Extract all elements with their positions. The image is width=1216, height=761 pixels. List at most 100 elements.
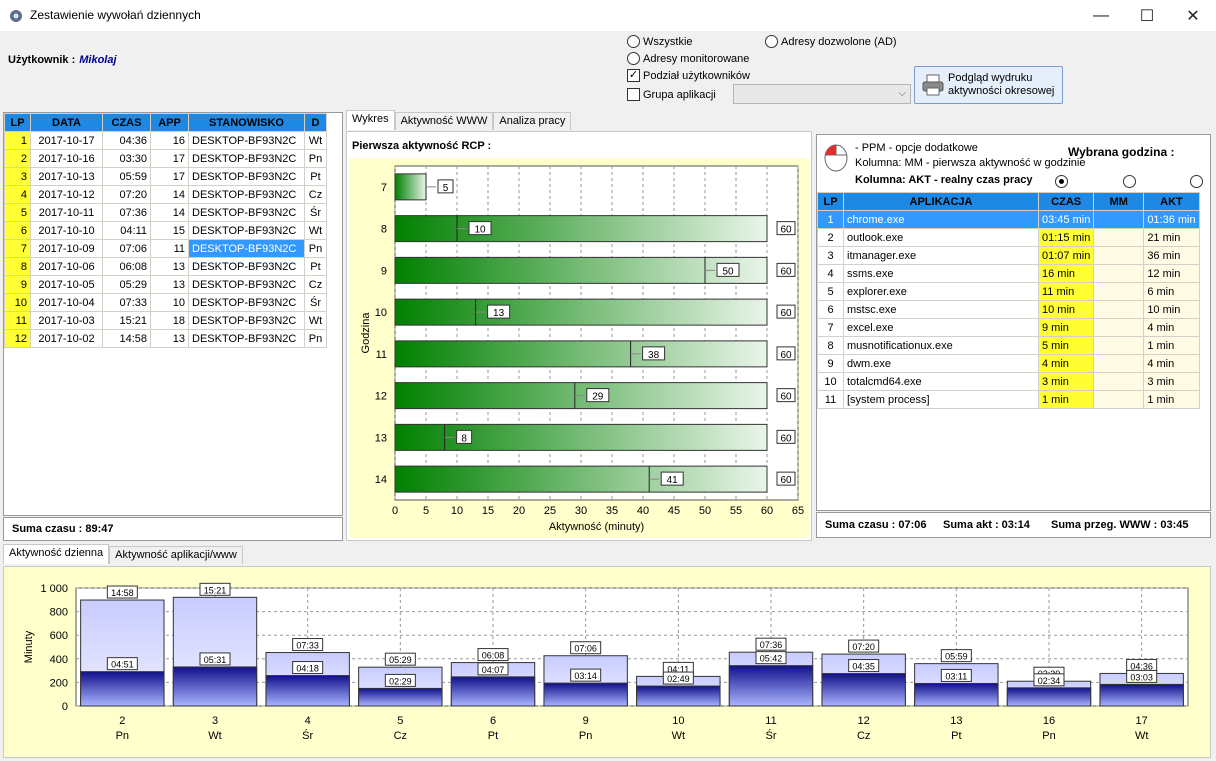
x-tick-label: 12: [858, 715, 870, 727]
table-row[interactable]: 6 2017-10-10 04:11 15 DESKTOP-BF93N2C Wt: [4, 221, 327, 240]
table-cell: 2017-10-04: [30, 293, 103, 312]
bar-active: [914, 682, 999, 707]
list-item[interactable]: 10 totalcmd64.exe 3 min 3 min: [817, 372, 1200, 391]
x-tick-label: 11: [765, 715, 776, 727]
radio-czas[interactable]: [1190, 175, 1204, 188]
list-item[interactable]: 11 [system process] 1 min 1 min: [817, 390, 1200, 409]
col-stanowisko[interactable]: STANOWISKO: [188, 113, 305, 132]
table-cell: [1093, 228, 1145, 247]
tab-wykres[interactable]: Wykres: [346, 110, 395, 130]
table-row[interactable]: 11 2017-10-03 15:21 18 DESKTOP-BF93N2C Wt: [4, 311, 327, 330]
radio-mm[interactable]: [1123, 175, 1137, 188]
data-label: 04:07: [482, 665, 505, 675]
table-row[interactable]: 8 2017-10-06 06:08 13 DESKTOP-BF93N2C Pt: [4, 257, 327, 276]
col-data[interactable]: DATA: [30, 113, 103, 132]
data-label-box: [468, 221, 492, 236]
radio-adresy-monitorowane[interactable]: Adresy monitorowane: [627, 52, 749, 65]
data-label: 10: [474, 225, 486, 236]
list-item[interactable]: 6 mstsc.exe 10 min 10 min: [817, 300, 1200, 319]
data-label: 38: [648, 350, 660, 361]
tab-aktywnosc-aplikacji[interactable]: Aktywność aplikacji/www: [109, 546, 243, 564]
table-cell: 1 min: [1143, 390, 1200, 409]
x-tick-label: 6: [490, 715, 496, 727]
table-row[interactable]: 7 2017-10-09 07:06 11 DESKTOP-BF93N2C Pn: [4, 239, 327, 258]
radio-akt-selected[interactable]: [1055, 175, 1068, 188]
table-row[interactable]: 12 2017-10-02 14:58 13 DESKTOP-BF93N2C Pn: [4, 329, 327, 348]
table-row[interactable]: 9 2017-10-05 05:29 13 DESKTOP-BF93N2C Cz: [4, 275, 327, 294]
list-item[interactable]: 5 explorer.exe 11 min 6 min: [817, 282, 1200, 301]
col-aplikacja[interactable]: APLIKACJA: [843, 192, 1039, 211]
table-cell: 6 min: [1143, 282, 1200, 301]
data-label-box: [199, 652, 231, 666]
radio-wszystkie[interactable]: Wszystkie: [627, 35, 693, 48]
checkbox-grupa[interactable]: Grupa aplikacji: [627, 88, 716, 101]
table-row[interactable]: 5 2017-10-11 07:36 14 DESKTOP-BF93N2C Śr: [4, 203, 327, 222]
y-tick-label: 11: [376, 349, 387, 361]
list-item[interactable]: 2 outlook.exe 01:15 min 21 min: [817, 228, 1200, 247]
checkbox-podzial-label: Podział użytkowników: [643, 69, 750, 82]
table-row[interactable]: 3 2017-10-13 05:59 17 DESKTOP-BF93N2C Pt: [4, 167, 327, 186]
maximize-button[interactable]: ☐: [1139, 7, 1155, 25]
table-cell: 1: [4, 131, 31, 150]
checkbox-icon[interactable]: [627, 88, 640, 101]
x-day-label: Pn: [116, 730, 129, 742]
tab-aktywnosc-dzienna[interactable]: Aktywność dzienna: [3, 544, 110, 564]
checkbox-checked-icon[interactable]: ✓: [627, 69, 640, 82]
col-d[interactable]: D: [304, 113, 327, 132]
table-cell: Wt: [304, 311, 327, 330]
table-cell: 8: [817, 336, 844, 355]
x-tick-label: 25: [544, 505, 556, 517]
sum-czasu-left-text: Suma czasu : 89:47: [12, 523, 114, 535]
x-day-label: Pn: [579, 730, 592, 742]
col-czas[interactable]: CZAS: [1037, 192, 1095, 211]
radio-adresy-dozwolone[interactable]: Adresy dozwolone (AD): [765, 35, 897, 48]
list-item[interactable]: 1 chrome.exe 03:45 min 01:36 min: [817, 210, 1200, 229]
table-cell: 04:11: [102, 221, 151, 240]
table-cell: 10: [817, 372, 844, 391]
list-item[interactable]: 8 musnotificationux.exe 5 min 1 min: [817, 336, 1200, 355]
table-cell: DESKTOP-BF93N2C: [188, 131, 305, 150]
print-preview-button[interactable]: Podgląd wydruku aktywności okresowej: [914, 66, 1063, 104]
table-cell: Wt: [304, 221, 327, 240]
table-row[interactable]: 4 2017-10-12 07:20 14 DESKTOP-BF93N2C Cz: [4, 185, 327, 204]
grupa-select[interactable]: ⌵: [733, 84, 911, 104]
list-item[interactable]: 7 excel.exe 9 min 4 min: [817, 318, 1200, 337]
radio-icon[interactable]: [627, 52, 640, 65]
bar-active: [450, 676, 536, 707]
col-app[interactable]: APP: [150, 113, 189, 132]
close-button[interactable]: ✕: [1186, 7, 1200, 25]
table-row[interactable]: 1 2017-10-17 04:36 16 DESKTOP-BF93N2C Wt: [4, 131, 327, 150]
table-cell: 18: [150, 311, 189, 330]
tab-analiza-pracy[interactable]: Analiza pracy: [493, 112, 572, 130]
col-lp[interactable]: LP: [817, 192, 844, 211]
list-item[interactable]: 3 itmanager.exe 01:07 min 36 min: [817, 246, 1200, 265]
days-table: LP DATA CZAS APP STANOWISKO D 1 2017-10-1…: [4, 113, 327, 348]
table-cell: 01:15 min: [1037, 228, 1095, 247]
y-tick-label: 800: [50, 607, 68, 619]
col-lp[interactable]: LP: [4, 113, 31, 132]
tab-aktywnosc-www[interactable]: Aktywność WWW: [394, 112, 494, 130]
table-row[interactable]: 10 2017-10-04 07:33 10 DESKTOP-BF93N2C Śr: [4, 293, 327, 312]
table-cell: Śr: [304, 203, 327, 222]
radio-icon[interactable]: [627, 35, 640, 48]
data-label-box: [848, 639, 880, 653]
minimize-button[interactable]: —: [1093, 6, 1109, 24]
list-item[interactable]: 4 ssms.exe 16 min 12 min: [817, 264, 1200, 283]
data-label-box: [586, 388, 610, 403]
checkbox-podzial[interactable]: ✓ Podział użytkowników: [627, 69, 750, 82]
data-label-box: [940, 668, 972, 682]
radio-icon[interactable]: [765, 35, 778, 48]
x-tick-label: 20: [513, 505, 525, 517]
table-cell: Śr: [304, 293, 327, 312]
bar-total: [394, 465, 768, 493]
table-cell: DESKTOP-BF93N2C: [188, 275, 305, 294]
table-cell: Cz: [304, 275, 327, 294]
table-cell: 5: [4, 203, 31, 222]
col-czas[interactable]: CZAS: [102, 113, 151, 132]
table-cell: 7: [817, 318, 844, 337]
col-akt[interactable]: AKT: [1143, 192, 1200, 211]
col-mm[interactable]: MM: [1093, 192, 1145, 211]
table-row[interactable]: 2 2017-10-16 03:30 17 DESKTOP-BF93N2C Pn: [4, 149, 327, 168]
list-item[interactable]: 9 dwm.exe 4 min 4 min: [817, 354, 1200, 373]
data-label: 5: [443, 183, 449, 194]
